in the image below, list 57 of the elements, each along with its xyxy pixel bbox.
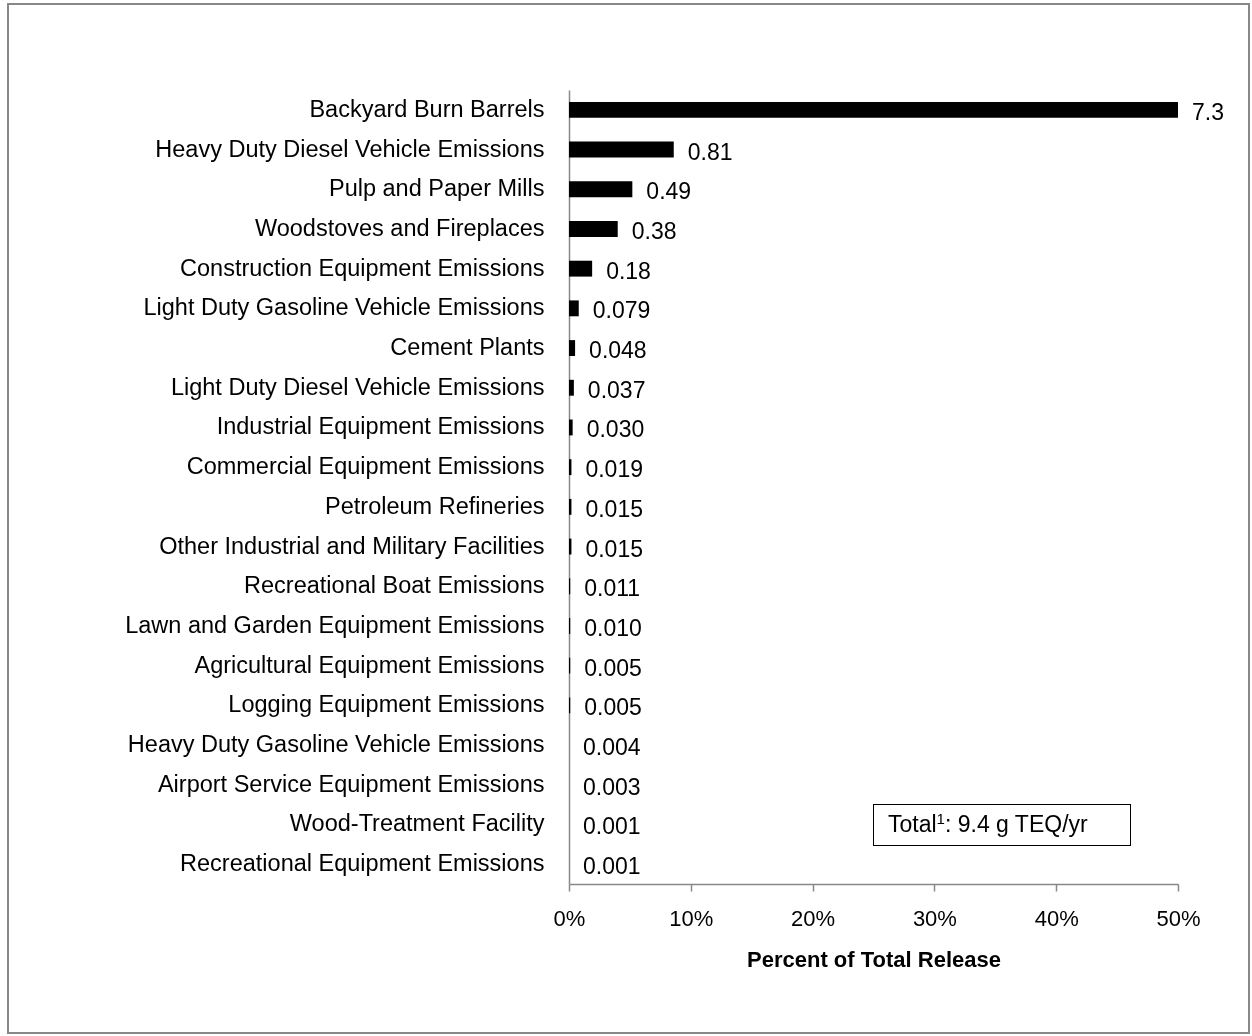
annotation: 0.49 (646, 178, 692, 205)
annotation: 0.18 (606, 257, 651, 284)
y-tick-label: Commercial Equipment Emissions (186, 453, 545, 480)
y-tick-label: Logging Equipment Emissions (228, 691, 545, 718)
annotation: Total$^{1}$: 9.4 g TEQ/yr (888, 810, 1088, 837)
x-tick-label: 20% (791, 905, 836, 931)
annotation: 0.38 (631, 217, 677, 244)
bar (569, 340, 576, 356)
annotation: 0.004 (583, 734, 641, 761)
x-tick-label: 40% (1034, 905, 1079, 931)
x-tick-label: 0% (553, 905, 586, 931)
y-tick-label: Pulp and Paper Mills (328, 175, 545, 202)
y-tick-label: Recreational Equipment Emissions (180, 850, 545, 877)
bar (569, 181, 633, 198)
annotation: 7.3 (1192, 98, 1224, 125)
bar (569, 141, 674, 158)
y-tick-label: Lawn and Garden Equipment Emissions (125, 611, 545, 638)
y-tick-label: Airport Service Equipment Emissions (157, 770, 545, 797)
annotation: 0.015 (585, 495, 643, 522)
y-tick-label: Industrial Equipment Emissions (216, 413, 545, 440)
bar (569, 419, 573, 436)
y-tick-label: Backyard Burn Barrels (309, 95, 545, 122)
y-tick-label: Recreational Boat Emissions (244, 572, 545, 599)
y-tick-label: Woodstoves and Fireplaces (254, 214, 545, 241)
y-tick-label: Agricultural Equipment Emissions (194, 651, 545, 678)
y-tick-label: Construction Equipment Emissions (180, 254, 545, 281)
annotation: 0.011 (584, 575, 641, 602)
y-tick-label: Petroleum Refineries (325, 492, 545, 519)
annotation: 0.005 (584, 694, 642, 721)
y-tick-label: Cement Plants (390, 334, 545, 361)
y-tick-label: Light Duty Gasoline Vehicle Emissions (143, 294, 545, 321)
y-tick-label: Heavy Duty Diesel Vehicle Emissions (155, 135, 545, 162)
x-tick-label: 30% (912, 905, 957, 931)
y-tick-label: Wood-Treatment Facility (289, 810, 545, 837)
bar (569, 300, 579, 317)
bar (569, 101, 1178, 118)
x-axis-title: Percent of Total Release (747, 946, 1001, 972)
annotation: 0.010 (584, 614, 642, 641)
bar (569, 260, 593, 277)
x-tick-label: 10% (669, 905, 714, 931)
annotation: 0.81 (687, 138, 733, 165)
annotation: 0.019 (585, 456, 643, 483)
annotation: 0.001 (583, 813, 641, 840)
annotation: 0.015 (585, 535, 643, 562)
annotation: 0.001 (583, 853, 641, 880)
annotation: 0.037 (587, 376, 646, 403)
annotation: 0.079 (592, 297, 651, 324)
y-tick-label: Other Industrial and Military Facilities (159, 532, 545, 559)
annotation: 0.003 (583, 773, 641, 800)
annotation: 0.005 (584, 654, 642, 681)
annotation: 0.048 (589, 337, 647, 364)
x-tick-label: 50% (1156, 905, 1201, 931)
bar (569, 221, 618, 237)
bar (569, 379, 574, 396)
y-tick-label: Light Duty Diesel Vehicle Emissions (170, 373, 545, 400)
annotation: 0.030 (586, 416, 645, 443)
y-tick-label: Heavy Duty Gasoline Vehicle Emissions (127, 731, 545, 758)
